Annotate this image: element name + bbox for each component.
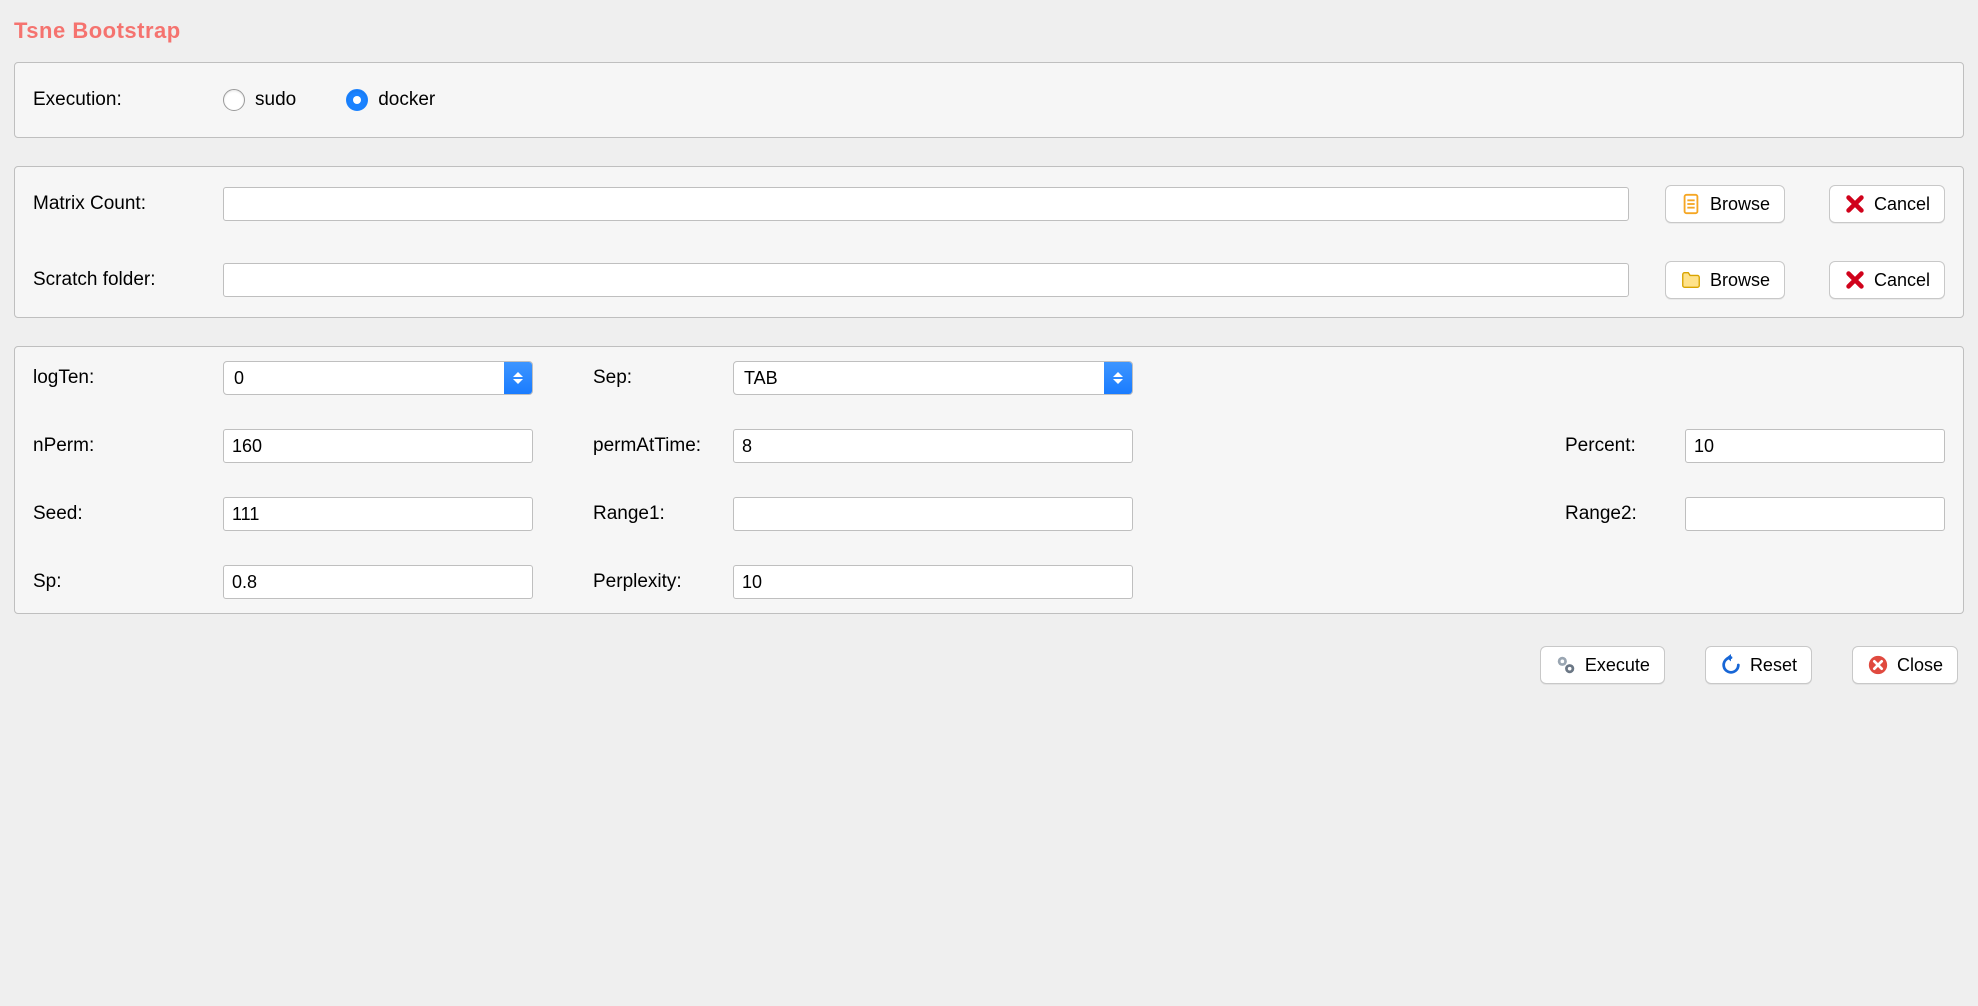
button-label: Cancel	[1874, 270, 1930, 291]
sp-input[interactable]	[223, 565, 533, 599]
range1-label: Range1:	[593, 503, 733, 525]
params-panel: logTen: 0 Sep: TAB nPerm: permAtTime: Pe…	[14, 346, 1964, 614]
folder-icon	[1680, 269, 1702, 291]
sp-label: Sp:	[33, 571, 223, 593]
scratch-folder-label: Scratch folder:	[33, 269, 223, 291]
close-button[interactable]: Close	[1852, 646, 1958, 684]
percent-input[interactable]	[1685, 429, 1945, 463]
execution-panel: Execution: sudo docker	[14, 62, 1964, 138]
reset-button[interactable]: Reset	[1705, 646, 1812, 684]
button-label: Browse	[1710, 194, 1770, 215]
gears-icon	[1555, 654, 1577, 676]
page-title: Tsne Bootstrap	[14, 18, 1964, 44]
range2-input[interactable]	[1685, 497, 1945, 531]
perplexity-label: Perplexity:	[593, 571, 733, 593]
radio-label: docker	[378, 89, 435, 111]
matrix-count-input[interactable]	[223, 187, 1629, 221]
logten-select[interactable]: 0	[223, 361, 533, 395]
scratch-browse-button[interactable]: Browse	[1665, 261, 1785, 299]
reset-icon	[1720, 654, 1742, 676]
seed-input[interactable]	[223, 497, 533, 531]
select-value: TAB	[734, 362, 1104, 394]
percent-label: Percent:	[1565, 435, 1685, 457]
execution-option-sudo[interactable]: sudo	[223, 89, 296, 111]
permattime-label: permAtTime:	[593, 435, 733, 457]
cancel-icon	[1844, 193, 1866, 215]
select-stepper-icon	[504, 362, 532, 394]
perplexity-input[interactable]	[733, 565, 1133, 599]
cancel-icon	[1844, 269, 1866, 291]
execution-radio-group: sudo docker	[223, 89, 435, 111]
range1-input[interactable]	[733, 497, 1133, 531]
scratch-folder-input[interactable]	[223, 263, 1629, 297]
range2-label: Range2:	[1565, 503, 1685, 525]
footer-actions: Execute Reset Close	[14, 642, 1964, 694]
sep-label: Sep:	[593, 367, 733, 389]
files-panel: Matrix Count: Browse Cancel Scratch fold…	[14, 166, 1964, 318]
button-label: Browse	[1710, 270, 1770, 291]
button-label: Close	[1897, 655, 1943, 676]
execution-label: Execution:	[33, 89, 223, 111]
radio-label: sudo	[255, 89, 296, 111]
select-stepper-icon	[1104, 362, 1132, 394]
matrix-cancel-button[interactable]: Cancel	[1829, 185, 1945, 223]
scratch-cancel-button[interactable]: Cancel	[1829, 261, 1945, 299]
file-icon	[1680, 193, 1702, 215]
radio-icon	[346, 89, 368, 111]
seed-label: Seed:	[33, 503, 223, 525]
sep-select[interactable]: TAB	[733, 361, 1133, 395]
close-icon	[1867, 654, 1889, 676]
dialog-container: Tsne Bootstrap Execution: sudo docker Ma…	[0, 0, 1978, 706]
button-label: Execute	[1585, 655, 1650, 676]
execute-button[interactable]: Execute	[1540, 646, 1665, 684]
execution-option-docker[interactable]: docker	[346, 89, 435, 111]
permattime-input[interactable]	[733, 429, 1133, 463]
matrix-count-label: Matrix Count:	[33, 193, 223, 215]
button-label: Cancel	[1874, 194, 1930, 215]
matrix-browse-button[interactable]: Browse	[1665, 185, 1785, 223]
button-label: Reset	[1750, 655, 1797, 676]
select-value: 0	[224, 362, 504, 394]
radio-icon	[223, 89, 245, 111]
nperm-input[interactable]	[223, 429, 533, 463]
logten-label: logTen:	[33, 367, 223, 389]
nperm-label: nPerm:	[33, 435, 223, 457]
